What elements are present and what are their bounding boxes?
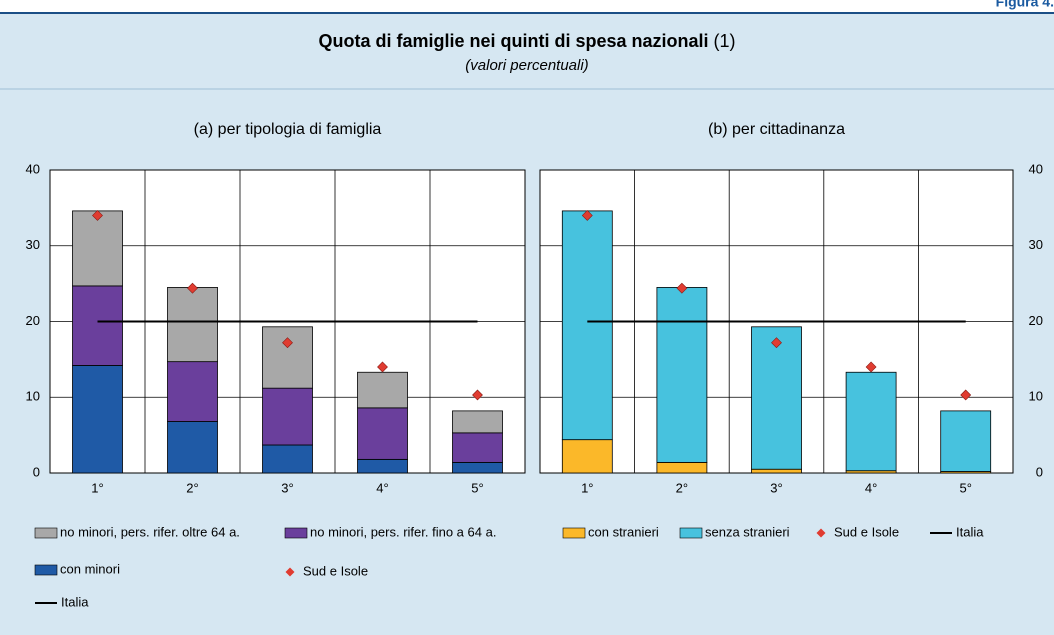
bar-segment <box>561 210 613 441</box>
y-tick-label: 10 <box>26 389 40 404</box>
x-tick-label: 5° <box>471 480 483 495</box>
x-tick-label: 5° <box>959 480 971 495</box>
bar-segment <box>262 444 313 474</box>
legend-label: no minori, pers. rifer. fino a 64 a. <box>310 524 496 539</box>
bar-segment <box>262 387 313 446</box>
legend-label: Italia <box>61 594 89 609</box>
marker <box>676 282 688 294</box>
legend-label: con minori <box>60 561 120 576</box>
bar-segment <box>845 371 897 472</box>
y-tick-label: 10 <box>1029 389 1043 404</box>
legend-label: Italia <box>956 524 984 539</box>
bar-segment <box>656 461 708 474</box>
marker <box>472 389 483 401</box>
bar-segment <box>167 421 218 474</box>
bar-segment <box>452 410 503 434</box>
x-tick-label: 4° <box>865 480 877 495</box>
y-tick-label: 30 <box>26 237 40 252</box>
marker <box>187 282 198 294</box>
y-tick-label: 20 <box>1029 313 1043 328</box>
chart-subtitle: (valori percentuali) <box>465 57 588 74</box>
legend-label: con stranieri <box>588 524 659 539</box>
y-tick-label: 40 <box>26 161 40 176</box>
x-tick-label: 4° <box>376 480 388 495</box>
figure-label: Figura 4. <box>996 0 1054 10</box>
bar-segment <box>72 285 123 366</box>
bar-segment <box>72 365 123 474</box>
legend-label: senza stranieri <box>705 524 790 539</box>
bar-segment <box>262 326 313 389</box>
bar-segment <box>357 407 408 460</box>
y-tick-label: 30 <box>1029 237 1043 252</box>
bar-segment <box>940 410 992 472</box>
bar-segment <box>167 287 218 363</box>
bar-segment <box>72 210 123 287</box>
x-tick-label: 1° <box>581 480 593 495</box>
title-note: (1) <box>714 31 736 51</box>
x-tick-label: 2° <box>676 480 688 495</box>
title-main: Quota di famiglie nei quinti di spesa na… <box>318 31 708 51</box>
x-tick-label: 2° <box>186 480 198 495</box>
bar-segment <box>656 287 708 463</box>
marker <box>865 361 877 373</box>
legend-label: Sud e Isole <box>303 563 368 578</box>
marker <box>771 337 782 349</box>
x-tick-label: 3° <box>770 480 782 495</box>
legend-swatch <box>284 527 308 539</box>
legend-label: Sud e Isole <box>834 524 899 539</box>
legend-swatch <box>562 527 586 539</box>
marker <box>282 337 293 349</box>
marker <box>960 389 972 401</box>
y-tick-label: 40 <box>1029 161 1043 176</box>
legend-swatch <box>34 564 58 576</box>
bar-segment <box>452 432 503 463</box>
marker <box>581 210 593 221</box>
y-tick-label: 0 <box>1036 464 1043 479</box>
legend-swatch <box>285 567 295 577</box>
bar-segment <box>167 361 218 422</box>
marker <box>92 210 103 221</box>
legend-swatch <box>34 527 58 539</box>
chart-title: Quota di famiglie nei quinti di spesa na… <box>318 31 735 51</box>
marker <box>377 361 388 373</box>
y-tick-label: 0 <box>33 464 40 479</box>
x-tick-label: 1° <box>91 480 103 495</box>
x-tick-label: 3° <box>281 480 293 495</box>
bar-segment <box>751 326 802 470</box>
legend-swatch <box>679 527 703 539</box>
bar-segment <box>561 439 613 474</box>
bar-segment <box>452 461 503 474</box>
legend-swatch <box>816 528 826 538</box>
bar-segment <box>751 468 802 474</box>
panel-title: (a) per tipologia di famiglia <box>194 121 382 138</box>
bar-segment <box>357 458 408 474</box>
y-tick-label: 20 <box>26 313 40 328</box>
legend-label: no minori, pers. rifer. oltre 64 a. <box>60 524 240 539</box>
panel-title: (b) per cittadinanza <box>708 121 845 138</box>
bar-segment <box>357 371 408 409</box>
